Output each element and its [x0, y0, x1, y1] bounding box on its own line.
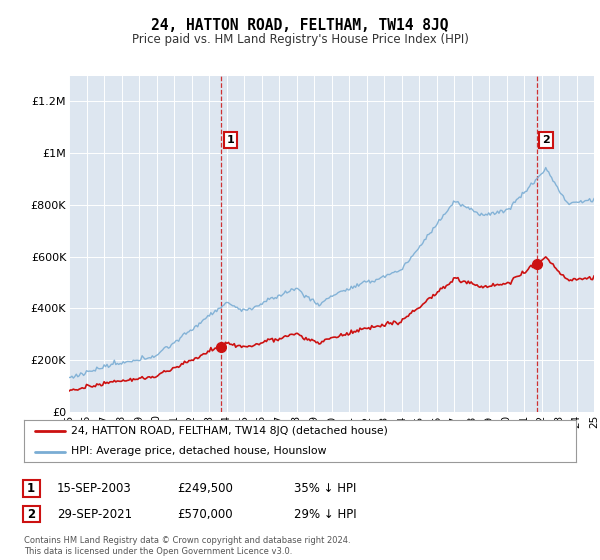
Text: 35% ↓ HPI: 35% ↓ HPI — [294, 482, 356, 495]
Text: 1: 1 — [27, 482, 35, 495]
Text: £249,500: £249,500 — [177, 482, 233, 495]
Text: 24, HATTON ROAD, FELTHAM, TW14 8JQ (detached house): 24, HATTON ROAD, FELTHAM, TW14 8JQ (deta… — [71, 426, 388, 436]
Text: 29% ↓ HPI: 29% ↓ HPI — [294, 507, 356, 521]
Text: 15-SEP-2003: 15-SEP-2003 — [57, 482, 132, 495]
Text: Contains HM Land Registry data © Crown copyright and database right 2024.
This d: Contains HM Land Registry data © Crown c… — [24, 536, 350, 556]
Text: Price paid vs. HM Land Registry's House Price Index (HPI): Price paid vs. HM Land Registry's House … — [131, 32, 469, 46]
Text: 24, HATTON ROAD, FELTHAM, TW14 8JQ: 24, HATTON ROAD, FELTHAM, TW14 8JQ — [151, 18, 449, 32]
Text: 1: 1 — [227, 135, 235, 145]
Text: 29-SEP-2021: 29-SEP-2021 — [57, 507, 132, 521]
Text: £570,000: £570,000 — [177, 507, 233, 521]
Text: 2: 2 — [27, 507, 35, 521]
Text: 2: 2 — [542, 135, 550, 145]
Text: HPI: Average price, detached house, Hounslow: HPI: Average price, detached house, Houn… — [71, 446, 326, 456]
